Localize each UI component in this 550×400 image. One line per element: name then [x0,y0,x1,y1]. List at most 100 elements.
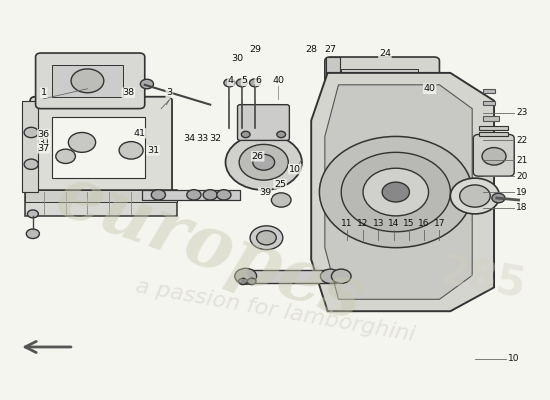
Circle shape [217,190,231,200]
Circle shape [492,193,505,203]
Text: 17: 17 [434,219,445,228]
Text: 10: 10 [289,164,301,174]
Circle shape [320,136,472,248]
Text: 29: 29 [249,44,261,54]
Text: 40: 40 [272,76,284,85]
Text: 31: 31 [147,146,159,155]
Circle shape [450,178,499,214]
Text: 25: 25 [274,180,286,189]
Circle shape [119,142,143,159]
Text: europes: europes [47,159,373,336]
Circle shape [140,79,153,89]
Circle shape [151,190,166,200]
Circle shape [382,182,409,202]
Bar [483,116,499,120]
Text: 37: 37 [38,144,50,153]
Circle shape [239,144,288,180]
Text: 23: 23 [516,108,527,117]
FancyBboxPatch shape [36,53,145,109]
Text: 18: 18 [516,204,527,212]
Text: 38: 38 [122,88,134,97]
Text: 14: 14 [388,219,399,228]
Text: 30: 30 [232,54,244,64]
Text: 22: 22 [516,136,527,145]
Circle shape [250,226,283,250]
Text: 20: 20 [516,172,527,181]
Circle shape [235,268,257,284]
Text: 36: 36 [38,130,50,139]
Circle shape [460,185,490,207]
Circle shape [24,127,38,138]
FancyBboxPatch shape [325,57,439,113]
Circle shape [363,168,428,216]
Text: 40: 40 [424,84,436,93]
Circle shape [24,159,38,170]
Bar [327,57,340,105]
Circle shape [203,190,217,200]
Bar [142,190,240,200]
Text: 24: 24 [379,48,391,58]
Circle shape [277,131,285,138]
Text: 31: 31 [39,138,51,147]
Bar [483,89,495,93]
Text: 32: 32 [210,134,222,143]
Text: 33: 33 [196,134,208,143]
Circle shape [321,269,340,284]
Text: a passion for lamborghini: a passion for lamborghini [134,277,417,346]
Bar [243,270,336,284]
Circle shape [332,269,351,284]
Bar [25,190,178,202]
Bar [25,190,178,216]
Circle shape [71,69,104,93]
Bar [341,69,417,103]
Polygon shape [311,73,494,311]
FancyBboxPatch shape [238,105,289,140]
Text: 13: 13 [372,219,384,228]
Text: 34: 34 [184,134,196,143]
Text: 27: 27 [324,44,336,54]
Text: 28: 28 [305,44,317,54]
Circle shape [236,79,248,87]
Circle shape [68,132,96,152]
Bar [479,132,508,136]
Circle shape [241,131,250,138]
Circle shape [257,230,276,245]
Text: 39: 39 [258,188,271,197]
Text: 285: 285 [437,251,530,308]
Text: 16: 16 [419,219,430,228]
Circle shape [250,79,261,87]
Circle shape [341,152,450,232]
Circle shape [28,210,38,218]
FancyBboxPatch shape [30,97,172,196]
Polygon shape [325,85,472,299]
Circle shape [368,76,396,96]
Text: 41: 41 [133,129,145,138]
Text: 15: 15 [403,219,415,228]
Text: 21: 21 [516,156,527,165]
Text: 11: 11 [341,219,353,228]
Bar [22,101,38,192]
Bar [52,65,123,97]
Circle shape [239,278,248,285]
Circle shape [482,148,506,165]
Circle shape [226,134,302,190]
Text: 3: 3 [166,88,172,97]
Circle shape [248,278,256,285]
Bar [52,116,145,178]
Text: 6: 6 [255,76,261,85]
Text: 19: 19 [516,188,527,196]
Circle shape [224,79,235,87]
Circle shape [271,193,291,207]
Text: 10: 10 [508,354,519,363]
Bar [479,126,508,130]
Text: 26: 26 [252,152,263,161]
Text: 4: 4 [228,76,234,85]
Circle shape [187,190,201,200]
Bar [483,101,495,105]
Text: 1: 1 [41,88,47,97]
FancyBboxPatch shape [474,134,514,176]
Circle shape [26,229,40,238]
Circle shape [56,149,75,164]
Circle shape [253,154,274,170]
Text: 5: 5 [241,76,248,85]
